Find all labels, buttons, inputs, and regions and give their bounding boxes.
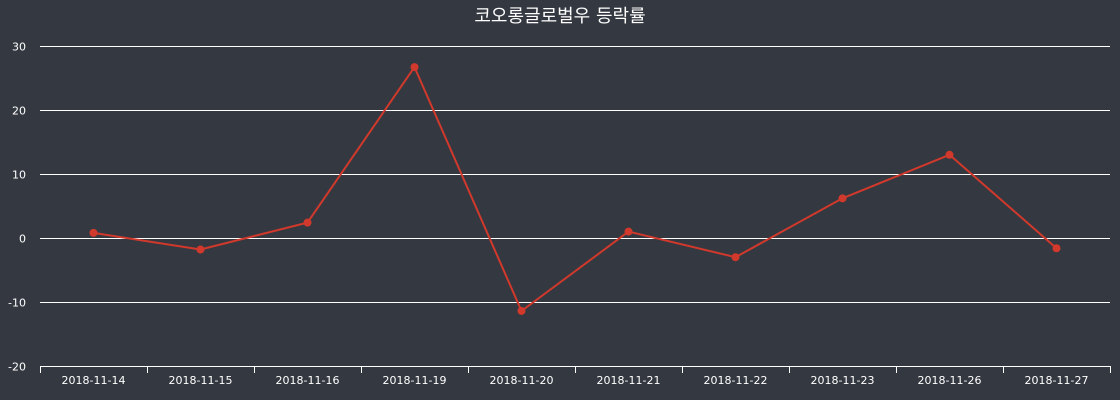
x-tick-label: 2018-11-14	[62, 374, 126, 387]
series-group	[89, 63, 1061, 315]
y-tick-label: 30	[12, 41, 26, 54]
x-tick-label: 2018-11-23	[811, 374, 875, 387]
data-point[interactable]	[1052, 244, 1061, 253]
x-tick-label: 2018-11-19	[383, 374, 447, 387]
data-point[interactable]	[945, 150, 954, 159]
x-tick-label: 2018-11-15	[169, 374, 233, 387]
data-point[interactable]	[89, 228, 98, 237]
data-point[interactable]	[303, 218, 312, 227]
data-point[interactable]	[196, 245, 205, 254]
y-tick-label: 20	[12, 105, 26, 118]
chart-title: 코오롱글로벌우 등락률	[474, 6, 646, 27]
y-tick-label: -20	[8, 361, 26, 374]
x-tick-label: 2018-11-20	[490, 374, 554, 387]
data-point[interactable]	[410, 63, 419, 72]
data-point[interactable]	[838, 194, 847, 203]
y-tick-label: 10	[12, 169, 26, 182]
y-tick-label: 0	[19, 233, 26, 246]
y-tick-label: -10	[8, 297, 26, 310]
x-axis: 2018-11-14 2018-11-15 2018-11-16 2018-11-19…	[40, 366, 1111, 387]
data-point[interactable]	[731, 253, 740, 262]
x-tick-label: 2018-11-22	[704, 374, 768, 387]
x-tick-label: 2018-11-21	[597, 374, 661, 387]
y-axis: 30 20 10 0 -10 -20	[8, 41, 26, 374]
x-tick-label: 2018-11-27	[1025, 374, 1089, 387]
data-point[interactable]	[624, 227, 633, 236]
data-point[interactable]	[517, 306, 526, 315]
series-line	[93, 66, 1058, 312]
grid-lines	[40, 46, 1110, 303]
x-tick-label: 2018-11-26	[918, 374, 982, 387]
x-tick-label: 2018-11-16	[276, 374, 340, 387]
